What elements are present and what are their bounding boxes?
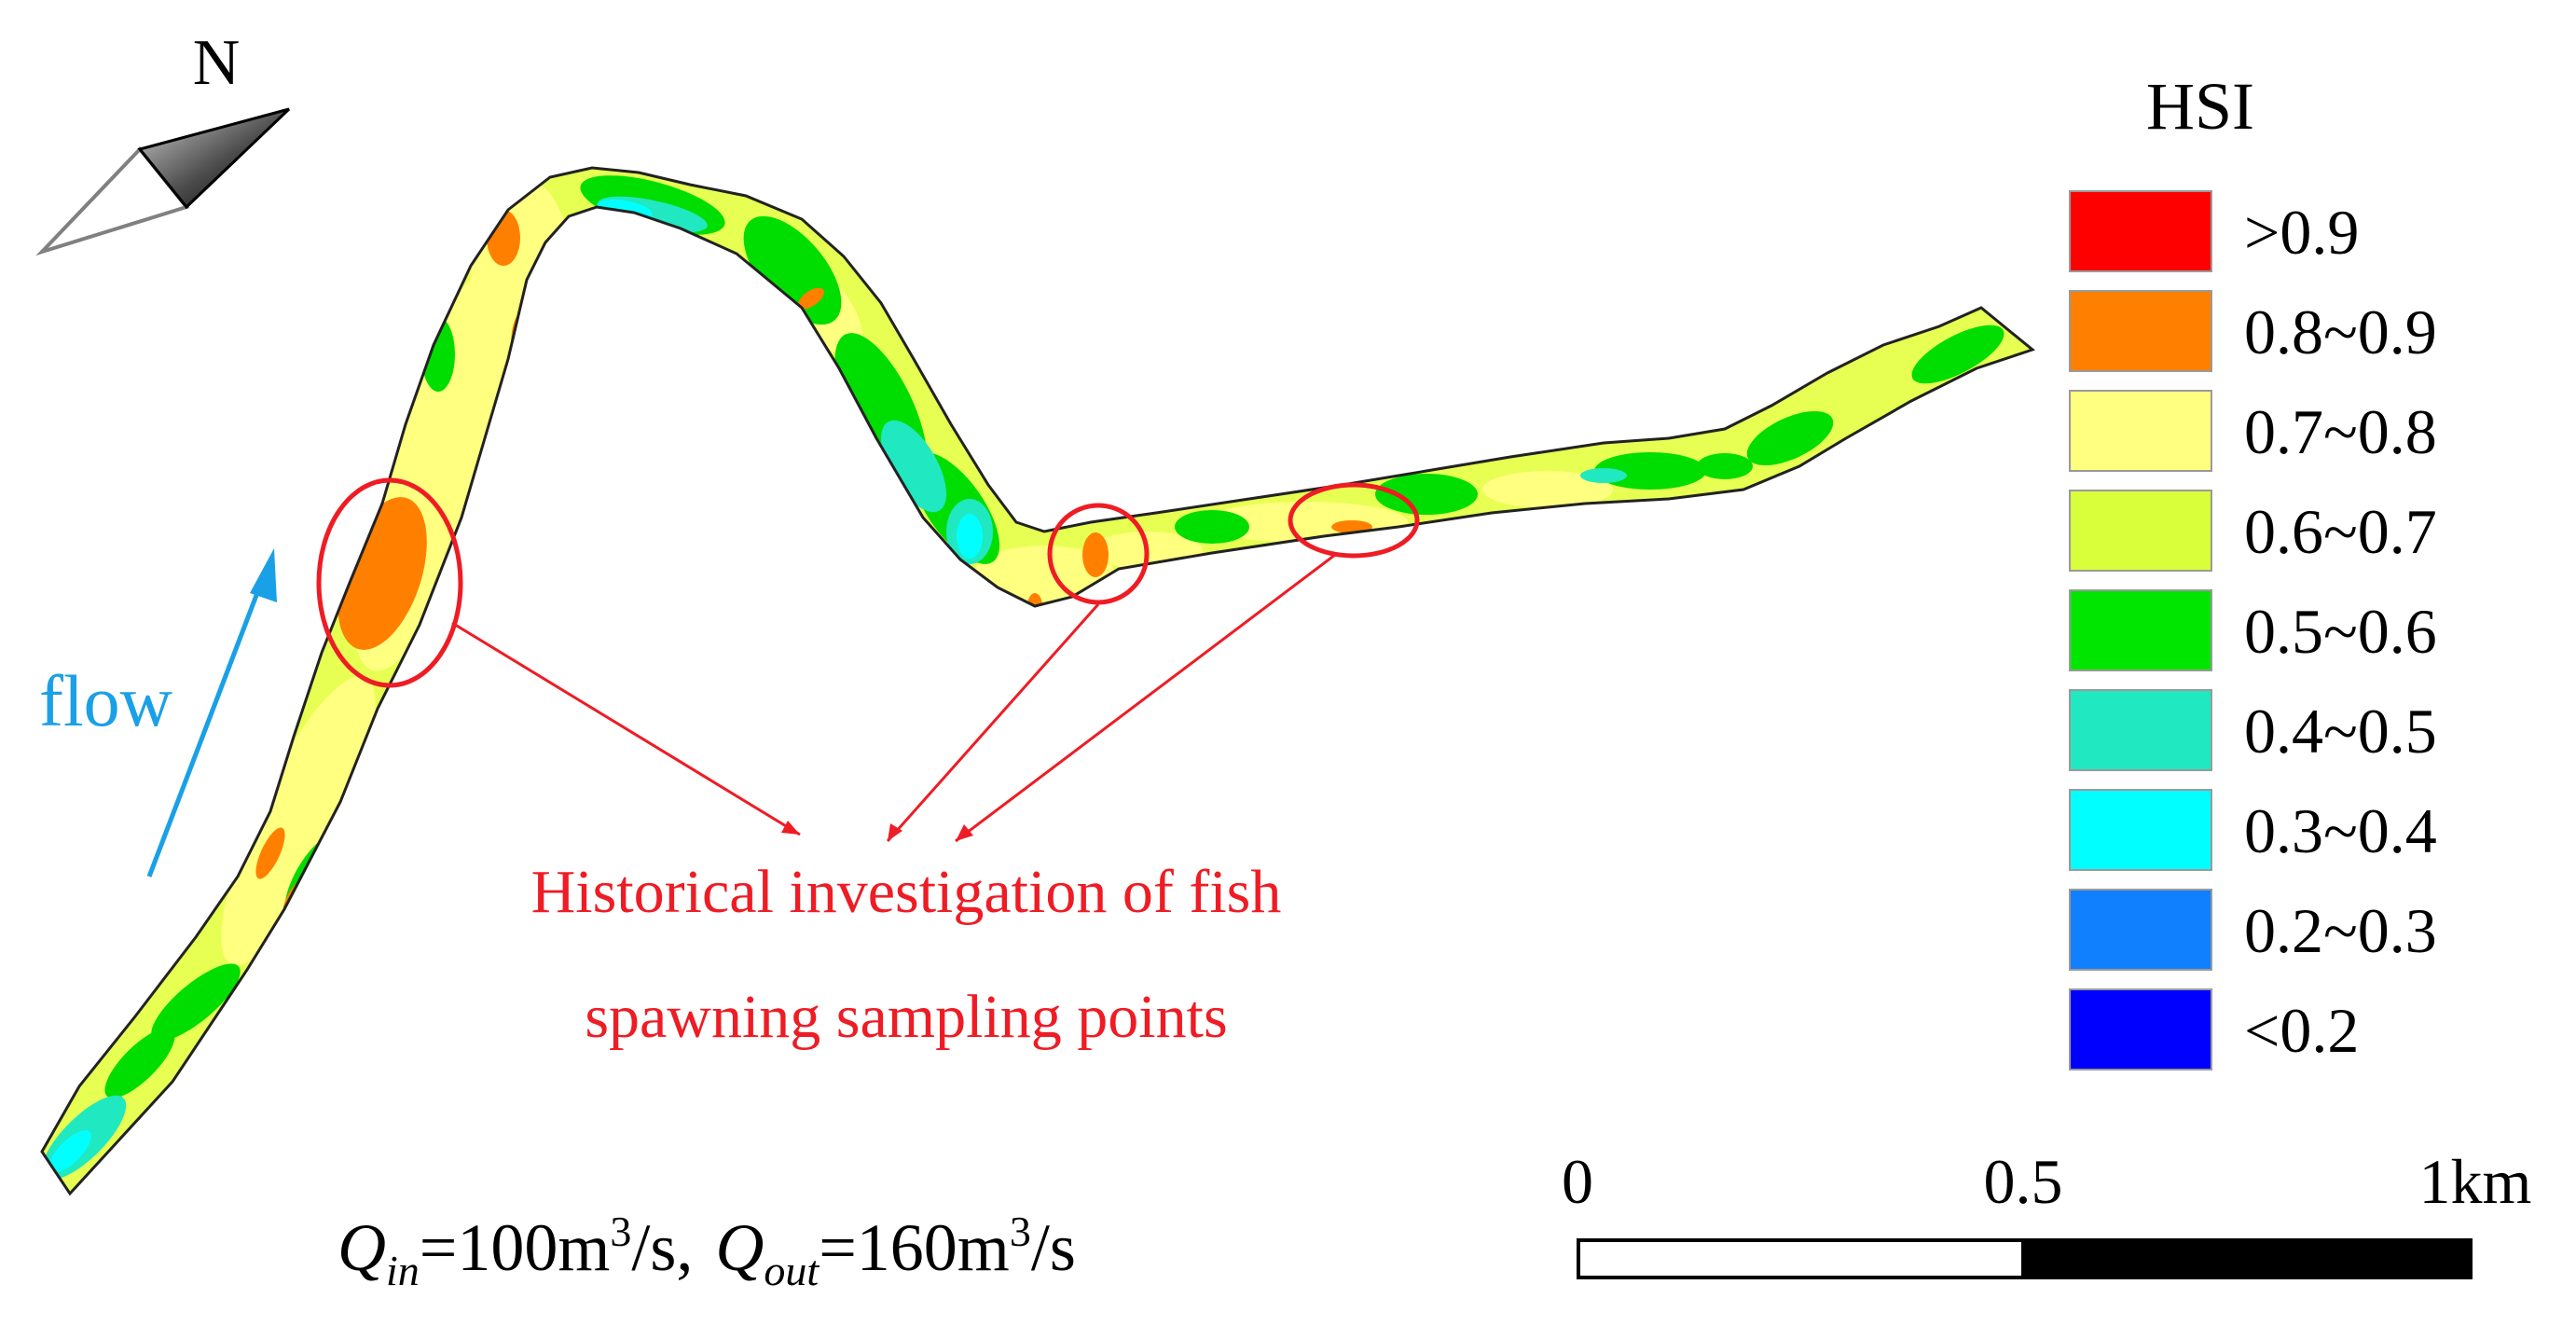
legend-swatch [2069, 689, 2212, 771]
annotation-line-1: Historical investigation of fish [531, 858, 1282, 926]
legend-label: 0.2~0.3 [2244, 895, 2437, 966]
annotation-line-2: spawning sampling points [585, 983, 1227, 1051]
legend-label: 0.7~0.8 [2244, 396, 2437, 467]
annotation: Historical investigation of fish spawnin… [531, 858, 1282, 1051]
discharge-formula: Qin=100m3/s, Qout=160m3/s [337, 1208, 1076, 1294]
river-outline [40, 166, 2036, 1196]
sampling-circle-2 [1047, 503, 1150, 605]
legend-swatch [2069, 889, 2212, 971]
leader-line-1 [451, 621, 801, 836]
flow-label: flow [39, 660, 172, 741]
legend-swatch [2069, 988, 2212, 1070]
legend-label: >0.9 [2244, 197, 2359, 268]
legend-swatch [2069, 789, 2212, 871]
legend-label: 0.3~0.4 [2244, 795, 2437, 866]
legend-label: 0.6~0.7 [2244, 496, 2437, 567]
legend-swatch [2069, 390, 2212, 472]
legend-label: 0.8~0.9 [2244, 297, 2437, 367]
legend-title: HSI [2146, 69, 2254, 144]
arrowhead-2 [888, 823, 902, 841]
river-hsi-map [40, 166, 2036, 1196]
legend-swatch [2069, 290, 2212, 372]
legend-label: 0.4~0.5 [2244, 696, 2437, 767]
legend-swatch [2069, 490, 2212, 572]
legend-label: <0.2 [2244, 995, 2359, 1066]
flow-indicator: flow [39, 548, 277, 877]
sampling-circle-1 [316, 477, 463, 688]
leader-line-2 [886, 603, 1100, 842]
scale-tick-end: 1km [2419, 1146, 2532, 1217]
flow-arrow-head [250, 548, 277, 602]
hsi-legend: HSI >0.9 0.8~0.9 0.7~0.8 0.6~0.7 0.5~0.6 0.4~… [2069, 69, 2437, 1070]
arrowhead-1 [781, 821, 800, 835]
scale-tick-0: 0 [1562, 1146, 1593, 1217]
scale-segment-white [1577, 1238, 2025, 1279]
legend-swatch [2069, 190, 2212, 272]
leader-line-3 [955, 553, 1336, 843]
scale-segment-black [2021, 1238, 2473, 1279]
legend-items: >0.9 0.8~0.9 0.7~0.8 0.6~0.7 0.5~0.6 0.4~0.5 0… [2069, 190, 2437, 1070]
sampling-circle-3 [1288, 482, 1420, 559]
legend-label: 0.5~0.6 [2244, 596, 2437, 667]
scale-tick-mid: 0.5 [1984, 1146, 2063, 1217]
flow-arrow-shaft [146, 577, 266, 877]
north-arrow: N [35, 27, 291, 256]
legend-swatch [2069, 589, 2212, 671]
north-arrow-dark-half [137, 107, 291, 210]
arrowhead-3 [956, 824, 973, 841]
scale-bar: 0 0.5 1km [1562, 1146, 2532, 1279]
sampling-points [316, 477, 1420, 843]
north-label: N [193, 27, 241, 99]
